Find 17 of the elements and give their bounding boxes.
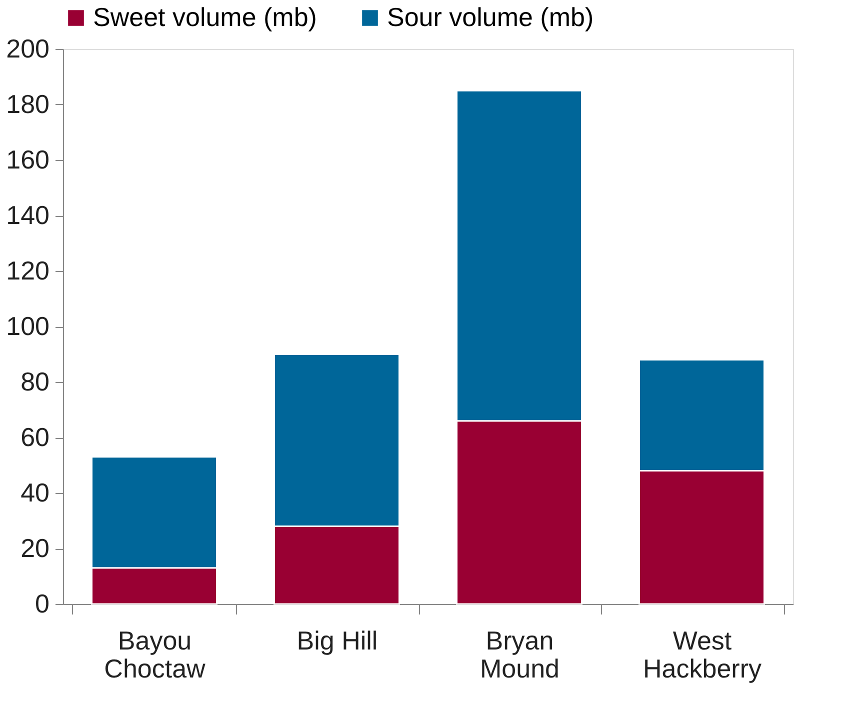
- x-tick-label: Big Hill: [296, 626, 378, 656]
- x-tick-label: West Hackberry: [643, 626, 762, 684]
- y-tick-label: 100: [6, 311, 50, 341]
- y-tick-label: 60: [20, 422, 50, 452]
- y-tick-label: 40: [20, 478, 50, 508]
- y-tick-label: 0: [35, 588, 50, 618]
- y-tick-label: 120: [6, 256, 50, 286]
- x-tick-label: Bayou Choctaw: [104, 626, 206, 684]
- legend-label: Sour volume (mb): [387, 2, 594, 32]
- y-tick-label: 200: [6, 34, 50, 64]
- y-tick-label: 180: [6, 89, 50, 119]
- x-tick-label: Bryan Mound: [480, 626, 560, 684]
- legend-label: Sweet volume (mb): [93, 2, 317, 32]
- y-tick-label: 80: [20, 366, 50, 396]
- y-tick-label: 20: [20, 533, 50, 563]
- y-tick-label: 140: [6, 200, 50, 230]
- y-tick-label: 160: [6, 144, 50, 174]
